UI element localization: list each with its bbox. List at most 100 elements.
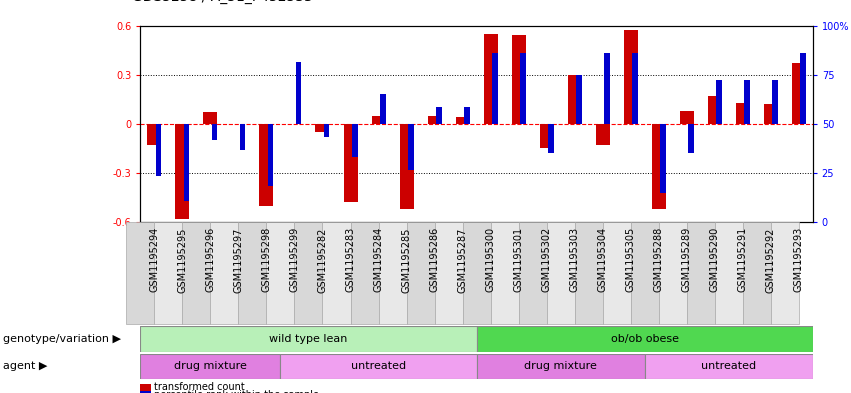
Text: GSM1195301: GSM1195301	[513, 227, 523, 292]
FancyBboxPatch shape	[463, 222, 490, 324]
Bar	[604, 53, 609, 124]
Text: untreated: untreated	[701, 362, 757, 371]
FancyBboxPatch shape	[182, 222, 210, 324]
Bar	[147, 124, 162, 145]
Text: ob/ob obese: ob/ob obese	[611, 334, 678, 344]
Bar	[568, 75, 581, 124]
Text: GSM1195305: GSM1195305	[625, 227, 636, 292]
Text: GSM1195285: GSM1195285	[402, 227, 412, 292]
Bar	[652, 124, 665, 209]
Bar	[511, 35, 526, 124]
Text: GSM1195284: GSM1195284	[374, 227, 384, 292]
FancyBboxPatch shape	[518, 222, 546, 324]
Bar	[240, 124, 245, 150]
Bar	[660, 124, 665, 193]
Bar	[763, 104, 778, 124]
Text: GSM1195288: GSM1195288	[654, 227, 664, 292]
Text: percentile rank within the sample: percentile rank within the sample	[154, 389, 319, 393]
FancyBboxPatch shape	[351, 222, 379, 324]
Text: untreated: untreated	[351, 362, 406, 371]
FancyBboxPatch shape	[281, 354, 477, 379]
Text: GSM1195300: GSM1195300	[486, 227, 495, 292]
Text: GSM1195291: GSM1195291	[738, 227, 748, 292]
Text: GSM1195304: GSM1195304	[597, 227, 608, 292]
Text: GSM1195302: GSM1195302	[541, 227, 551, 292]
Bar	[372, 116, 386, 124]
Bar	[791, 63, 806, 124]
Bar	[576, 75, 581, 124]
FancyBboxPatch shape	[127, 222, 154, 324]
Bar	[735, 103, 750, 124]
Text: GSM1195286: GSM1195286	[430, 227, 440, 292]
FancyBboxPatch shape	[645, 354, 813, 379]
FancyBboxPatch shape	[659, 222, 687, 324]
Text: GDS5258 / A_51_P452533: GDS5258 / A_51_P452533	[132, 0, 312, 4]
Bar	[296, 62, 301, 124]
Text: GSM1195295: GSM1195295	[177, 227, 187, 292]
Bar	[324, 124, 329, 137]
Text: GSM1195287: GSM1195287	[458, 227, 467, 292]
Text: wild type lean: wild type lean	[269, 334, 348, 344]
Text: GSM1195283: GSM1195283	[346, 227, 356, 292]
FancyBboxPatch shape	[154, 222, 182, 324]
Bar	[408, 124, 414, 170]
Bar	[156, 124, 162, 176]
Text: genotype/variation ▶: genotype/variation ▶	[3, 334, 121, 344]
Bar	[260, 124, 273, 206]
FancyBboxPatch shape	[210, 222, 238, 324]
FancyBboxPatch shape	[294, 222, 323, 324]
Bar	[680, 111, 694, 124]
Bar	[212, 124, 218, 140]
FancyBboxPatch shape	[603, 222, 631, 324]
FancyBboxPatch shape	[490, 222, 518, 324]
FancyBboxPatch shape	[266, 222, 294, 324]
Bar	[455, 117, 470, 124]
Bar	[492, 53, 498, 124]
Text: drug mixture: drug mixture	[174, 362, 247, 371]
Bar	[464, 107, 470, 124]
FancyBboxPatch shape	[687, 222, 715, 324]
FancyBboxPatch shape	[771, 222, 799, 324]
Bar	[316, 124, 329, 132]
Bar	[716, 79, 722, 124]
Bar	[632, 53, 637, 124]
FancyBboxPatch shape	[743, 222, 771, 324]
Bar	[436, 107, 442, 124]
Text: GSM1195282: GSM1195282	[317, 227, 328, 292]
Text: agent ▶: agent ▶	[3, 362, 47, 371]
Text: GSM1195293: GSM1195293	[794, 227, 803, 292]
Bar	[744, 79, 750, 124]
Bar	[548, 124, 554, 153]
Bar	[520, 53, 526, 124]
Bar	[800, 53, 806, 124]
Text: GSM1195297: GSM1195297	[233, 227, 243, 292]
Bar	[352, 124, 357, 156]
Bar	[624, 30, 637, 124]
FancyBboxPatch shape	[407, 222, 435, 324]
FancyBboxPatch shape	[435, 222, 463, 324]
Text: GSM1195296: GSM1195296	[205, 227, 215, 292]
Bar	[596, 124, 609, 145]
Text: GSM1195299: GSM1195299	[289, 227, 300, 292]
Text: transformed count: transformed count	[154, 382, 245, 393]
FancyBboxPatch shape	[631, 222, 659, 324]
Bar	[427, 116, 442, 124]
Bar	[399, 124, 414, 209]
Bar	[708, 96, 722, 124]
Text: GSM1195298: GSM1195298	[261, 227, 271, 292]
FancyBboxPatch shape	[323, 222, 351, 324]
Bar	[483, 34, 498, 124]
Bar	[344, 124, 357, 202]
Bar	[184, 124, 190, 201]
FancyBboxPatch shape	[379, 222, 407, 324]
Bar	[175, 124, 190, 219]
Text: GSM1195303: GSM1195303	[569, 227, 580, 292]
FancyBboxPatch shape	[477, 326, 813, 352]
Bar	[268, 124, 273, 186]
Text: GSM1195290: GSM1195290	[710, 227, 720, 292]
FancyBboxPatch shape	[574, 222, 603, 324]
FancyBboxPatch shape	[546, 222, 574, 324]
Bar	[688, 124, 694, 153]
Bar	[772, 79, 778, 124]
FancyBboxPatch shape	[140, 354, 281, 379]
